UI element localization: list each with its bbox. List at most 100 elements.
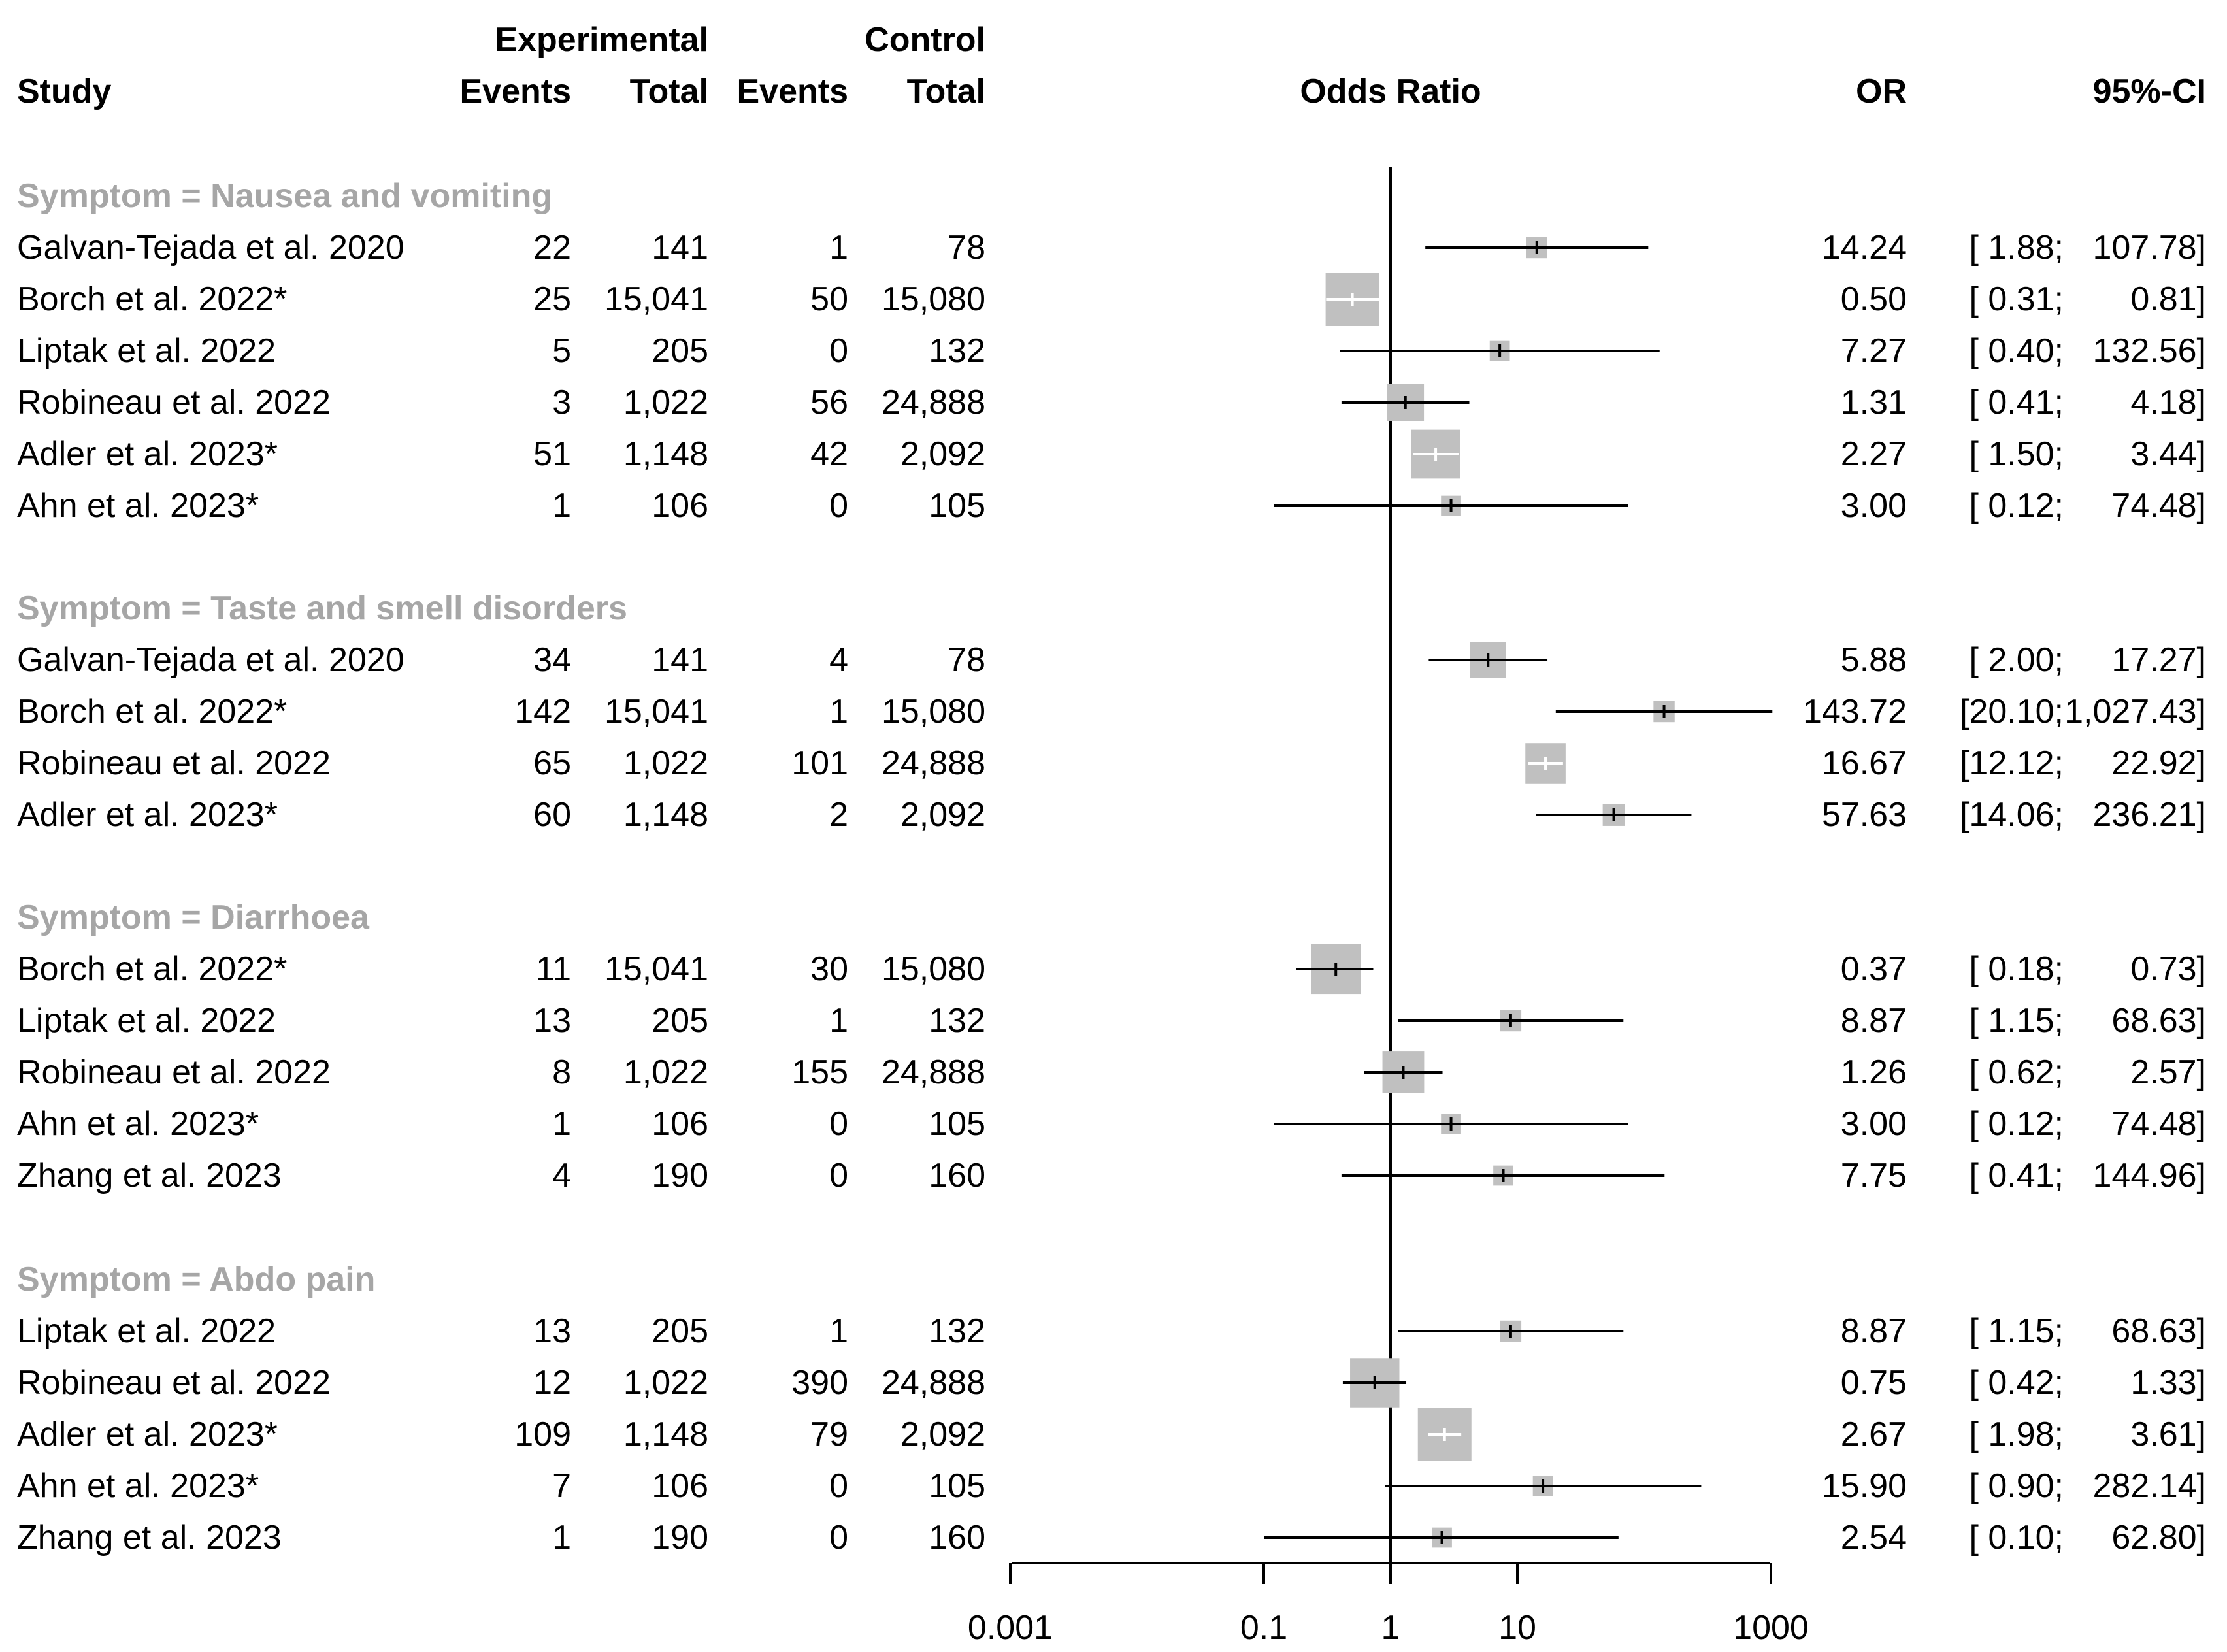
total-control: 105 [929, 1105, 985, 1143]
odds-ratio-value: 3.00 [1841, 487, 1907, 525]
total-control: 105 [929, 1467, 985, 1505]
study-name: Ahn et al. 2023* [17, 487, 259, 525]
ci-lower-value: [ 1.50; [1969, 435, 2064, 473]
header-events-experimental: Events [459, 73, 571, 110]
events-experimental: 13 [533, 1312, 571, 1350]
odds-ratio-value: 8.87 [1841, 1312, 1907, 1350]
header-odds-ratio: Odds Ratio [1300, 73, 1481, 110]
study-name: Galvan-Tejada et al. 2020 [17, 229, 404, 267]
study-row: Liptak et al. 2022 5 205 0 132 7.27 [ 0.40; 132… [17, 332, 2206, 370]
events-experimental: 1 [552, 1519, 571, 1557]
ci-upper-value: 144.96] [2093, 1157, 2207, 1195]
study-name: Adler et al. 2023* [17, 435, 278, 473]
events-experimental: 25 [533, 280, 571, 318]
ci-upper-value: 68.63] [2111, 1312, 2206, 1350]
study-row: Zhang et al. 2023 1 190 0 160 2.54 [ 0.10; 62.8… [17, 1519, 2206, 1557]
odds-ratio-value: 143.72 [1803, 693, 1907, 731]
total-control: 15,080 [882, 280, 985, 318]
ci-upper-value: 62.80] [2111, 1519, 2206, 1557]
total-control: 24,888 [882, 1364, 985, 1402]
events-control: 101 [791, 744, 848, 782]
ci-lower-value: [ 0.41; [1969, 1157, 2064, 1195]
events-experimental: 11 [536, 950, 571, 988]
total-experimental: 190 [652, 1157, 708, 1195]
odds-ratio-value: 16.67 [1822, 744, 1907, 782]
study-row: Robineau et al. 2022 12 1,022 390 24,888 0.75… [17, 1358, 2206, 1408]
events-experimental: 1 [552, 1105, 571, 1143]
study-row: Adler et al. 2023* 109 1,148 79 2,092 2.67 [ 1… [17, 1408, 2206, 1461]
total-control: 160 [929, 1519, 985, 1557]
events-control: 4 [829, 641, 848, 679]
column-headers: Experimental Control Study Events Total … [17, 21, 2206, 110]
subgroup-title: Symptom = Nausea and vomiting [17, 177, 552, 215]
x-axis: 0.001 0.1 1 10 1000 [968, 1562, 1809, 1647]
study-row: Ahn et al. 2023* 1 106 0 105 3.00 [ 0.12; 74.48… [17, 487, 2206, 525]
ci-upper-value: 3.44] [2130, 435, 2206, 473]
study-rows: Symptom = Nausea and vomiting Galvan-Teja… [17, 177, 2206, 1557]
study-row: Galvan-Tejada et al. 2020 34 141 4 78 5.88 [ 2… [17, 641, 2206, 679]
events-experimental: 5 [552, 332, 571, 370]
events-control: 30 [810, 950, 848, 988]
events-experimental: 142 [514, 693, 571, 731]
study-row: Robineau et al. 2022 8 1,022 155 24,888 1.26 [… [17, 1051, 2206, 1093]
odds-ratio-value: 7.75 [1841, 1157, 1907, 1195]
ci-lower-value: [ 0.41; [1969, 384, 2064, 421]
odds-ratio-value: 15.90 [1822, 1467, 1907, 1505]
total-control: 24,888 [882, 1053, 985, 1091]
study-name: Galvan-Tejada et al. 2020 [17, 641, 404, 679]
study-name: Borch et al. 2022* [17, 693, 287, 731]
study-name: Ahn et al. 2023* [17, 1105, 259, 1143]
events-experimental: 1 [552, 487, 571, 525]
header-total-experimental: Total [630, 73, 708, 110]
study-name: Zhang et al. 2023 [17, 1157, 282, 1195]
x-tick-label: 1 [1381, 1609, 1400, 1647]
events-control: 0 [829, 1105, 848, 1143]
odds-ratio-value: 3.00 [1841, 1105, 1907, 1143]
x-tick-label: 1000 [1733, 1609, 1809, 1647]
events-control: 0 [829, 1519, 848, 1557]
odds-ratio-value: 57.63 [1822, 796, 1907, 834]
study-name: Liptak et al. 2022 [17, 1312, 276, 1350]
events-control: 56 [810, 384, 848, 421]
events-control: 50 [810, 280, 848, 318]
events-experimental: 13 [533, 1002, 571, 1040]
study-name: Robineau et al. 2022 [17, 744, 331, 782]
events-control: 42 [810, 435, 848, 473]
ci-lower-value: [ 0.10; [1969, 1519, 2064, 1557]
study-row: Adler et al. 2023* 51 1,148 42 2,092 2.27 [ 1.… [17, 429, 2206, 479]
total-experimental: 15,041 [604, 693, 708, 731]
events-experimental: 65 [533, 744, 571, 782]
total-control: 105 [929, 487, 985, 525]
study-name: Borch et al. 2022* [17, 950, 287, 988]
total-control: 132 [929, 1312, 985, 1350]
study-name: Liptak et al. 2022 [17, 1002, 276, 1040]
ci-lower-value: [ 0.12; [1969, 1105, 2064, 1143]
ci-lower-value: [20.10; [1960, 693, 2064, 731]
study-row: Borch et al. 2022* 25 15,041 50 15,080 0.50 [ … [17, 273, 2206, 326]
ci-lower-value: [ 0.18; [1969, 950, 2064, 988]
total-experimental: 1,148 [623, 1415, 708, 1453]
odds-ratio-value: 5.88 [1841, 641, 1907, 679]
ci-lower-value: [14.06; [1960, 796, 2064, 834]
events-experimental: 8 [552, 1053, 571, 1091]
study-name: Adler et al. 2023* [17, 796, 278, 834]
total-experimental: 141 [652, 229, 708, 267]
events-control: 0 [829, 1467, 848, 1505]
total-experimental: 1,022 [623, 744, 708, 782]
total-experimental: 1,148 [623, 435, 708, 473]
events-control: 0 [829, 1157, 848, 1195]
ci-lower-value: [ 1.98; [1969, 1415, 2064, 1453]
header-events-control: Events [736, 73, 848, 110]
ci-upper-value: 1.33] [2130, 1364, 2206, 1402]
x-tick-label: 0.001 [968, 1609, 1053, 1647]
ci-lower-value: [12.12; [1960, 744, 2064, 782]
study-row: Borch et al. 2022* 142 15,041 1 15,080 143.72… [17, 693, 2206, 731]
ci-upper-value: 236.21] [2093, 796, 2207, 834]
study-row: Robineau et al. 2022 3 1,022 56 24,888 1.31 [ … [17, 384, 2206, 421]
ci-lower-value: [ 0.12; [1969, 487, 2064, 525]
header-study: Study [17, 73, 112, 110]
header-control: Control [865, 21, 985, 59]
study-row: Liptak et al. 2022 13 205 1 132 8.87 [ 1.15; 68… [17, 1312, 2206, 1350]
